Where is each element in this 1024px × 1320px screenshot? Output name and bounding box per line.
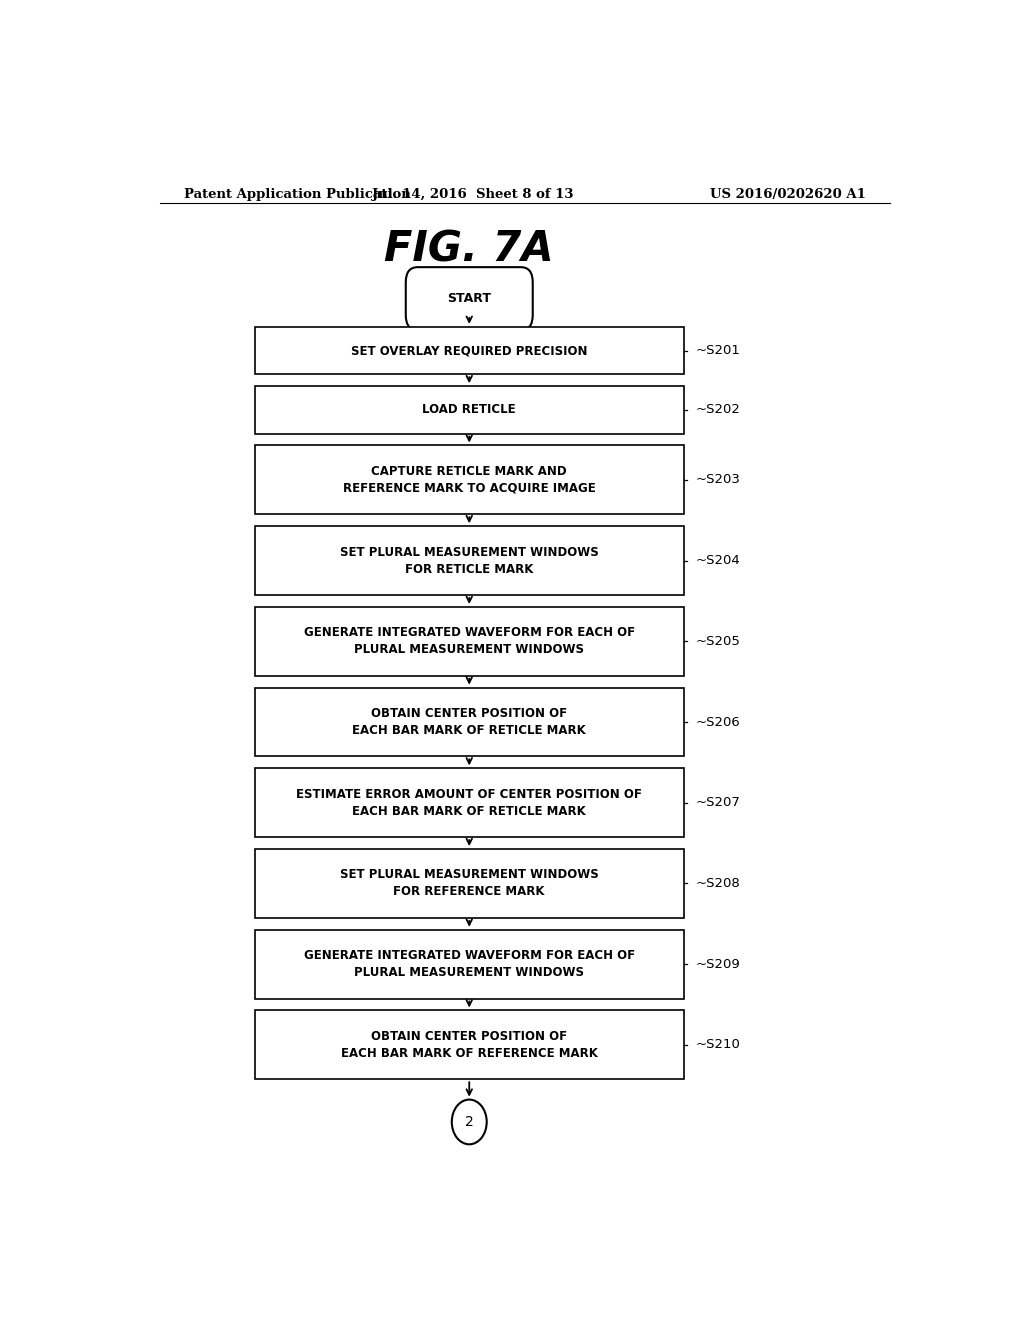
Text: ~S204: ~S204 [695,554,740,568]
Text: SET PLURAL MEASUREMENT WINDOWS
FOR RETICLE MARK: SET PLURAL MEASUREMENT WINDOWS FOR RETIC… [340,545,599,576]
FancyBboxPatch shape [255,607,684,676]
Text: Jul. 14, 2016  Sheet 8 of 13: Jul. 14, 2016 Sheet 8 of 13 [373,189,574,202]
Text: START: START [447,292,492,305]
FancyBboxPatch shape [255,1010,684,1080]
Text: ~S208: ~S208 [695,876,740,890]
FancyBboxPatch shape [255,445,684,515]
FancyBboxPatch shape [255,929,684,998]
FancyBboxPatch shape [255,688,684,756]
Text: OBTAIN CENTER POSITION OF
EACH BAR MARK OF RETICLE MARK: OBTAIN CENTER POSITION OF EACH BAR MARK … [352,708,586,737]
Text: 2: 2 [465,1115,474,1129]
Text: SET OVERLAY REQUIRED PRECISION: SET OVERLAY REQUIRED PRECISION [351,345,588,356]
FancyBboxPatch shape [255,527,684,595]
Text: ~S203: ~S203 [695,474,740,486]
Text: ~S202: ~S202 [695,404,740,416]
Text: ~S201: ~S201 [695,345,740,356]
Text: ~S205: ~S205 [695,635,740,648]
Text: FIG. 7A: FIG. 7A [384,228,554,271]
Circle shape [452,1100,486,1144]
Text: ~S209: ~S209 [695,957,740,970]
Text: GENERATE INTEGRATED WAVEFORM FOR EACH OF
PLURAL MEASUREMENT WINDOWS: GENERATE INTEGRATED WAVEFORM FOR EACH OF… [304,626,635,656]
Text: CAPTURE RETICLE MARK AND
REFERENCE MARK TO ACQUIRE IMAGE: CAPTURE RETICLE MARK AND REFERENCE MARK … [343,465,596,495]
Text: LOAD RETICLE: LOAD RETICLE [423,404,516,416]
Text: ~S207: ~S207 [695,796,740,809]
Text: US 2016/0202620 A1: US 2016/0202620 A1 [711,189,866,202]
FancyBboxPatch shape [406,267,532,330]
Text: OBTAIN CENTER POSITION OF
EACH BAR MARK OF REFERENCE MARK: OBTAIN CENTER POSITION OF EACH BAR MARK … [341,1030,598,1060]
FancyBboxPatch shape [255,387,684,433]
Text: SET PLURAL MEASUREMENT WINDOWS
FOR REFERENCE MARK: SET PLURAL MEASUREMENT WINDOWS FOR REFER… [340,869,599,899]
FancyBboxPatch shape [255,327,684,375]
Text: ESTIMATE ERROR AMOUNT OF CENTER POSITION OF
EACH BAR MARK OF RETICLE MARK: ESTIMATE ERROR AMOUNT OF CENTER POSITION… [296,788,642,817]
FancyBboxPatch shape [255,849,684,917]
FancyBboxPatch shape [255,768,684,837]
Text: ~S210: ~S210 [695,1039,740,1051]
Text: Patent Application Publication: Patent Application Publication [183,189,411,202]
Text: ~S206: ~S206 [695,715,740,729]
Text: GENERATE INTEGRATED WAVEFORM FOR EACH OF
PLURAL MEASUREMENT WINDOWS: GENERATE INTEGRATED WAVEFORM FOR EACH OF… [304,949,635,979]
